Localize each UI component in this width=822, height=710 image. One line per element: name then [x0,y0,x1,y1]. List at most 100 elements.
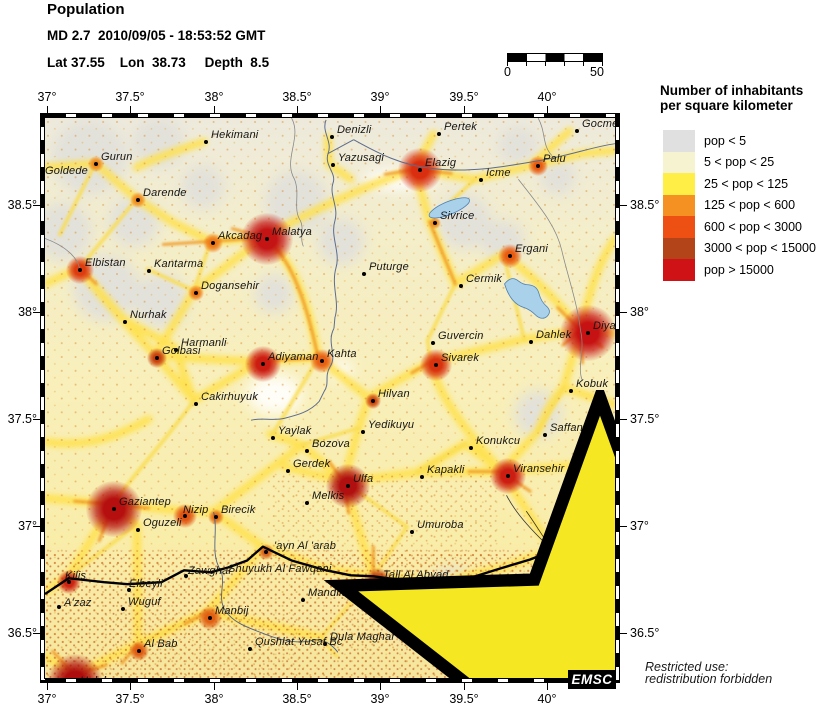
city-label: Oguzeli [143,517,182,529]
scalebar-min-label: 0 [504,65,511,79]
city-label: Gaziantep [119,496,171,508]
city-label: Dula Maghar [330,631,396,643]
city-label: Cakirhuyuk [201,391,259,403]
city-dot [569,389,573,393]
city-dot [437,132,441,136]
legend-swatch [663,151,695,173]
city-dot [543,433,547,437]
city-label: Golbasi [162,345,201,357]
legend-label: 125 < pop < 600 [704,198,796,213]
population-legend: Number of inhabitants per square kilomet… [660,83,822,281]
city-dot [137,649,141,653]
restriction-line2: redistribution forbidden [645,671,773,686]
legend-row: 25 < pop < 125 [663,173,816,195]
legend-label: 25 < pop < 125 [704,176,789,191]
city-label: Halab [80,675,110,678]
city-dot [586,331,590,335]
lat-tick-left [33,633,40,634]
city-dot [418,168,422,172]
lon-label-top: 37.5° [115,90,145,104]
lon-label-top: 39.5° [449,90,479,104]
city-label: Nurhak [130,309,167,321]
city-label: Yazusagi [338,152,385,164]
map-frame-bottom [40,678,620,683]
city-label: Konukcu [476,435,521,447]
lon-tick-top [297,106,298,113]
city-label: Adiyaman [268,351,319,363]
lon-tick-top [214,106,215,113]
city-dot [121,607,125,611]
city-dot [136,528,140,532]
city-label: Melkis [312,490,345,502]
city-dot [529,340,533,344]
legend-row: pop > 15000 [663,259,816,281]
city-dot [194,291,198,295]
lat-tick-left [33,526,40,527]
city-dot [508,254,512,258]
legend-row: 3000 < pop < 15000 [663,237,816,259]
legend-swatch [663,216,695,238]
lon-tick-top [380,106,381,113]
lat-tick-left [33,205,40,206]
lat-label-left: 36.5° [7,626,37,640]
city-label: Elazig [425,157,457,169]
city-label: Palu [543,153,566,165]
city-label: Ergani [515,243,548,255]
emsc-logo: EMSC [568,670,616,689]
city-label: Denizli [337,124,372,136]
city-label: Wuguf [128,596,161,608]
lat-tick-right [620,205,627,206]
lon-label-top: 39° [370,90,390,104]
city-label: Kantarma [154,258,204,270]
city-dot [147,269,151,273]
city-label: Diyarbakir [593,320,615,332]
legend-swatch [663,194,695,216]
city-dot [155,356,159,360]
city-label: Gerdek [293,458,331,470]
lon-label-bottom: 40° [537,692,557,706]
city-label: Gurun [101,151,133,163]
lon-tick-bottom [380,683,381,690]
city-label: Kapakli [427,464,465,476]
lat-label-left: 38° [18,305,37,319]
restriction-notice: Restricted use: redistribution forbidden [645,661,773,686]
lon-tick-top [130,106,131,113]
city-label: Hekimani [211,129,259,141]
legend-label: pop < 5 [704,133,747,148]
lat-label-left: 37.5° [7,412,37,426]
city-label: Manbij [215,605,249,617]
lat-tick-right [620,419,627,420]
lon-tick-bottom [297,683,298,690]
lon-tick-bottom [464,683,465,690]
city-label: Yedikuyu [368,419,415,431]
lon-label-bottom: 39.5° [449,692,479,706]
lon-label-bottom: 37° [37,692,57,706]
city-label: Sivrice [440,210,475,222]
event-magnitude-time: MD 2.7 2010/09/05 - 18:53:52 GMT [47,28,266,43]
city-label: A'zaz [64,597,92,609]
city-label: Harmanli [181,337,227,349]
city-dot [434,363,438,367]
lon-tick-top [547,106,548,113]
lat-tick-right [620,312,627,313]
legend-row: 125 < pop < 600 [663,194,816,216]
city-label: Elbistan [85,257,126,269]
map-frame-outline [40,113,620,683]
legend-label: 3000 < pop < 15000 [704,241,816,256]
legend-swatch [663,259,695,281]
city-dot [136,198,140,202]
city-label: Zawghar [188,565,233,577]
city-label: Darende [143,187,187,199]
lat-tick-right [620,633,627,634]
legend-row: pop < 5 [663,130,816,152]
lon-tick-bottom [214,683,215,690]
city-label: Bozova [312,438,350,450]
lat-tick-right [620,526,627,527]
city-label: Dahlek [536,329,572,341]
city-label: Guvercin [438,330,484,342]
lat-label-right: 36.5° [630,626,660,640]
population-map: Hekimani Gurun Goldede Darende Denizli Pertek… [45,118,615,678]
epicenter-star [323,390,615,678]
lon-label-top: 37° [37,90,57,104]
